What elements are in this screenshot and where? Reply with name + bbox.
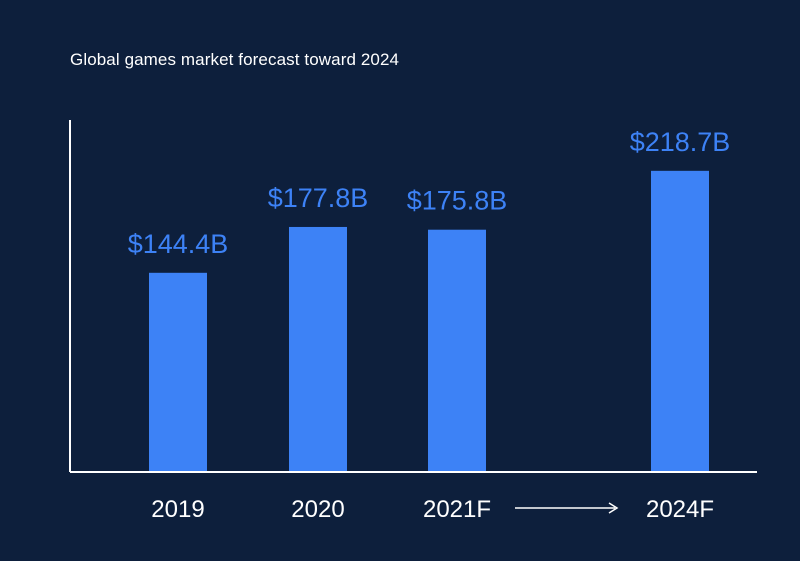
x-tick-label-2020: 2020: [291, 496, 344, 523]
bar-2020: [289, 226, 347, 471]
value-label-2024f: $218.7B: [630, 127, 731, 157]
x-tick-label-2024f: 2024F: [646, 496, 714, 523]
value-label-2021f: $175.8B: [407, 186, 508, 216]
arrow-right-icon: [608, 502, 619, 514]
forecast-arrow: [515, 502, 619, 514]
bar-2021f: [428, 229, 486, 471]
x-tick-label-2019: 2019: [151, 496, 204, 523]
bar-2019: [149, 272, 207, 471]
x-tick-label-2021f: 2021F: [423, 496, 491, 523]
value-label-2019: $144.4B: [128, 229, 229, 259]
bar-2024f: [651, 170, 709, 471]
chart-title: Global games market forecast toward 2024: [70, 50, 400, 69]
bars-group: $144.4B 2019 $177.8B 2020 $175.8B 2021F $218.7…: [128, 127, 731, 523]
value-label-2020: $177.8B: [268, 183, 369, 213]
